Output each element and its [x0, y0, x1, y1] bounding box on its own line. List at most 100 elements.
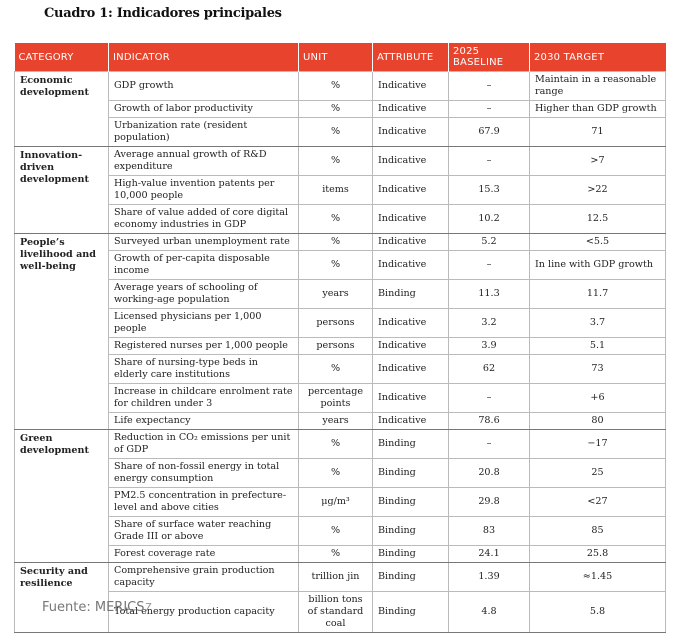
category-cell: Security and resilience: [14, 562, 109, 633]
table-row: Share of non-fossil energy in total ener…: [15, 458, 666, 488]
target-cell: 71: [529, 117, 666, 147]
category-cell: Green development: [14, 429, 109, 563]
target-cell: +6: [529, 383, 666, 413]
unit-cell: years: [298, 412, 373, 430]
category-cell: Innovation-driven development: [14, 146, 109, 234]
attribute-cell: Indicative: [372, 175, 449, 205]
unit-cell: %: [298, 204, 373, 234]
target-cell: 5.1: [529, 337, 666, 355]
unit-cell: percentage points: [298, 383, 373, 413]
column-header: INDICATOR: [108, 43, 299, 72]
table-row: Share of nursing-type beds in elderly ca…: [15, 354, 666, 384]
unit-cell: %: [298, 516, 373, 546]
table-row: Growth of labor productivity% Indicative –…: [15, 100, 666, 118]
table-row: Green development Reduction in CO₂ emissi…: [14, 429, 666, 563]
unit-cell: %: [298, 100, 373, 118]
indicator-cell: Comprehensive grain production capacity: [108, 562, 299, 592]
unit-cell: %: [298, 233, 373, 251]
indicator-cell: Registered nurses per 1,000 people: [108, 337, 299, 355]
baseline-cell: –: [448, 100, 530, 118]
target-cell: 25.8: [529, 545, 666, 563]
target-cell: −17: [529, 429, 666, 459]
baseline-cell: 78.6: [448, 412, 530, 430]
baseline-cell: 83: [448, 516, 530, 546]
baseline-cell: 20.8: [448, 458, 530, 488]
baseline-cell: –: [448, 71, 530, 101]
target-cell: 73: [529, 354, 666, 384]
unit-cell: items: [298, 175, 373, 205]
attribute-cell: Indicative: [372, 337, 449, 355]
table-row: PM2.5 concentration in prefecture-level …: [15, 487, 666, 517]
target-cell: In line with GDP growth: [529, 250, 666, 280]
unit-cell: μg/m³: [298, 487, 373, 517]
table-row: Security and resilience Comprehensive gra…: [14, 562, 666, 633]
baseline-cell: 1.39: [448, 562, 530, 592]
table-row: Registered nurses per 1,000 people person…: [15, 337, 666, 355]
source: Fuente: MERICS7: [42, 600, 151, 615]
indicator-cell: Total energy production capacity: [108, 591, 299, 633]
baseline-cell: 4.8: [448, 591, 530, 633]
table-row: Growth of per-capita disposable income% I…: [15, 250, 666, 280]
unit-cell: %: [298, 354, 373, 384]
target-cell: 85: [529, 516, 666, 546]
target-cell: 80: [529, 412, 666, 430]
indicator-cell: Share of surface water reaching Grade II…: [108, 516, 299, 546]
baseline-cell: 3.9: [448, 337, 530, 355]
table-row: People’s livelihood and well-being Survey…: [14, 233, 666, 430]
unit-cell: persons: [298, 337, 373, 355]
title: Cuadro 1: Indicadores principales: [44, 6, 282, 21]
unit-cell: persons: [298, 308, 373, 338]
indicator-cell: Urbanization rate (resident population): [108, 117, 299, 147]
column-header: 2030 TARGET: [529, 43, 666, 72]
column-header: CATEGORY: [14, 43, 109, 72]
target-cell: ≈1.45: [529, 562, 666, 592]
indicator-cell: Forest coverage rate: [108, 545, 299, 563]
attribute-cell: Indicative: [372, 383, 449, 413]
baseline-cell: 29.8: [448, 487, 530, 517]
target-cell: 25: [529, 458, 666, 488]
table-body: Economic development GDP growth% Indicativ…: [14, 71, 666, 633]
baseline-cell: –: [448, 250, 530, 280]
attribute-cell: Indicative: [372, 233, 449, 251]
unit-cell: %: [298, 71, 373, 101]
baseline-cell: –: [448, 429, 530, 459]
baseline-cell: 3.2: [448, 308, 530, 338]
table-row: Forest coverage rate% Binding 24.1 25.8: [15, 545, 666, 563]
target-cell: 3.7: [529, 308, 666, 338]
indicator-cell: PM2.5 concentration in prefecture-level …: [108, 487, 299, 517]
unit-cell: %: [298, 545, 373, 563]
indicator-cell: GDP growth: [108, 71, 299, 101]
target-cell: 12.5: [529, 204, 666, 234]
indicator-cell: Share of value added of core digital eco…: [108, 204, 299, 234]
target-cell: <5.5: [529, 233, 666, 251]
table-row: Urbanization rate (resident population)%…: [15, 117, 666, 147]
unit-cell: %: [298, 146, 373, 176]
attribute-cell: Indicative: [372, 250, 449, 280]
baseline-cell: 62: [448, 354, 530, 384]
baseline-cell: 5.2: [448, 233, 530, 251]
attribute-cell: Binding: [372, 487, 449, 517]
unit-cell: %: [298, 250, 373, 280]
indicator-cell: Surveyed urban unemployment rate: [108, 233, 299, 251]
attribute-cell: Binding: [372, 545, 449, 563]
baseline-cell: 24.1: [448, 545, 530, 563]
attribute-cell: Indicative: [372, 204, 449, 234]
attribute-cell: Indicative: [372, 354, 449, 384]
target-cell: >22: [529, 175, 666, 205]
category-cell: People’s livelihood and well-being: [14, 233, 109, 430]
attribute-cell: Indicative: [372, 412, 449, 430]
baseline-cell: –: [448, 146, 530, 176]
target-cell: Maintain in a reasonable range: [529, 71, 666, 101]
indicator-table: CATEGORY INDICATOR UNIT ATTRIBUTE 2025 BASEL…: [14, 43, 666, 633]
table-row: Licensed physicians per 1,000 people pers…: [15, 308, 666, 338]
target-cell: <27: [529, 487, 666, 517]
indicator-cell: Increase in childcare enrolment rate for…: [108, 383, 299, 413]
column-header: ATTRIBUTE: [372, 43, 449, 72]
attribute-cell: Indicative: [372, 308, 449, 338]
attribute-cell: Binding: [372, 591, 449, 633]
footnote-mark: 7: [144, 601, 152, 614]
attribute-cell: Binding: [372, 562, 449, 592]
baseline-cell: 10.2: [448, 204, 530, 234]
attribute-cell: Indicative: [372, 117, 449, 147]
indicator-cell: Average annual growth of R&D expenditure: [108, 146, 299, 176]
